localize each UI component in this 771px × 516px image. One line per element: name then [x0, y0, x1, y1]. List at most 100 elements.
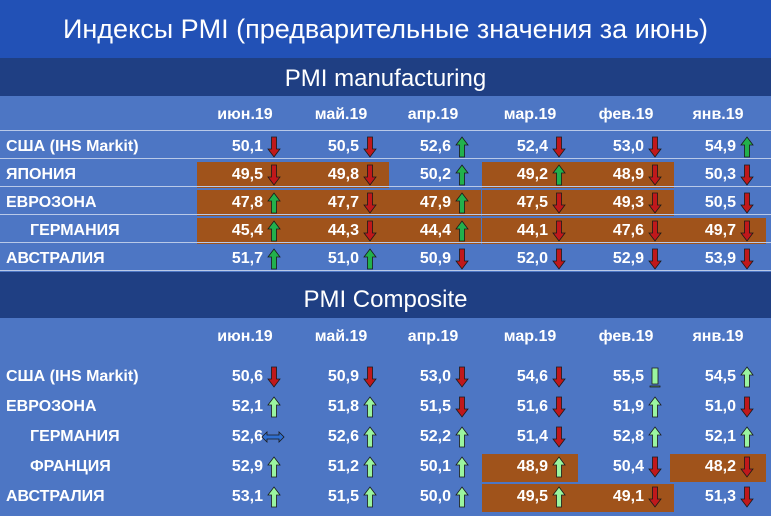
- column-header: мар.19: [503, 106, 557, 123]
- highlight-cell: [578, 162, 674, 188]
- column-header: июн.19: [217, 106, 273, 123]
- cell-value: 51,2: [327, 458, 359, 475]
- cell-value: 48,9: [516, 458, 548, 475]
- arrow-down-icon: [552, 192, 566, 219]
- arrow-down-icon: [363, 220, 377, 247]
- cell-value: 50,3: [704, 166, 736, 183]
- highlight-cell: [197, 190, 293, 216]
- row-separator: [0, 158, 771, 159]
- arrow-down-icon: [552, 396, 566, 423]
- highlight-cell: [385, 218, 481, 244]
- arrow-down-icon: [740, 248, 754, 275]
- cell-value: 48,9: [612, 166, 644, 183]
- arrow-up-icon: [648, 396, 662, 423]
- cell-value: 54,5: [704, 368, 736, 385]
- cell-value: 53,1: [231, 488, 263, 505]
- row-label: США (IHS Markit): [6, 368, 139, 385]
- arrow-down-icon: [648, 192, 662, 219]
- cell-value: 47,5: [516, 194, 548, 211]
- cell-value: 54,6: [516, 368, 548, 385]
- cell-value: 51,5: [419, 398, 451, 415]
- cell-value: 49,7: [704, 222, 736, 239]
- row-label: ЕВРОЗОНА: [6, 398, 97, 415]
- cell-value: 44,3: [327, 222, 359, 239]
- cell-value: 50,6: [231, 368, 263, 385]
- arrow-down-icon: [740, 396, 754, 423]
- cell-value: 52,9: [231, 458, 263, 475]
- cell-value: 54,9: [704, 138, 736, 155]
- highlight-cell: [578, 190, 674, 216]
- column-header: янв.19: [692, 106, 744, 123]
- row-label: АВСТРАЛИЯ: [6, 488, 105, 505]
- row-separator: [0, 214, 771, 215]
- row-separator: [0, 130, 771, 131]
- highlight-cell: [578, 484, 674, 512]
- cell-value: 51,0: [327, 250, 359, 267]
- row-label: ГЕРМАНИЯ: [30, 428, 120, 445]
- highlight-cell: [578, 218, 674, 244]
- arrow-down-icon: [648, 164, 662, 191]
- cell-value: 51,9: [612, 398, 644, 415]
- arrow-up-icon: [363, 486, 377, 513]
- cell-value: 45,4: [231, 222, 263, 239]
- arrow-down-icon: [740, 486, 754, 513]
- cell-value: 52,8: [612, 428, 644, 445]
- arrow-up-icon: [455, 192, 469, 219]
- arrow-down-icon: [740, 220, 754, 247]
- arrow-up-icon: [552, 164, 566, 191]
- arrow-down-icon: [740, 192, 754, 219]
- cell-value: 53,9: [704, 250, 736, 267]
- arrow-up-icon: [455, 220, 469, 247]
- cell-value: 48,2: [704, 458, 736, 475]
- row-separator: [0, 270, 771, 271]
- column-header: фев.19: [598, 328, 654, 345]
- cell-value: 52,6: [327, 428, 359, 445]
- column-header: фев.19: [598, 106, 654, 123]
- cell-value: 51,0: [704, 398, 736, 415]
- arrow-up-icon: [363, 426, 377, 453]
- arrow-down-icon: [455, 248, 469, 275]
- column-header: июн.19: [217, 328, 273, 345]
- cell-value: 51,7: [231, 250, 263, 267]
- arrow-up-icon: [267, 396, 281, 423]
- cell-value: 51,5: [327, 488, 359, 505]
- highlight-cell: [293, 218, 389, 244]
- arrow-down-icon: [455, 396, 469, 423]
- arrow-up-icon: [455, 486, 469, 513]
- cell-value: 47,6: [612, 222, 644, 239]
- arrow-down-icon: [552, 426, 566, 453]
- cell-value: 50,5: [327, 138, 359, 155]
- arrow-up-icon: [740, 136, 754, 163]
- cell-value: 51,6: [516, 398, 548, 415]
- row-label: АВСТРАЛИЯ: [6, 250, 105, 267]
- arrow-down-icon: [363, 136, 377, 163]
- arrow-down-icon: [740, 164, 754, 191]
- arrow-down-icon: [648, 220, 662, 247]
- arrow-down-icon: [363, 366, 377, 393]
- highlight-cell: [670, 454, 766, 482]
- arrow-up-icon: [267, 456, 281, 483]
- arrow-up-icon: [455, 456, 469, 483]
- highlight-cell: [385, 190, 481, 216]
- cell-value: 47,9: [419, 194, 451, 211]
- arrow-up-icon: [552, 486, 566, 513]
- highlight-cell: [197, 218, 293, 244]
- cell-value: 49,1: [612, 488, 644, 505]
- highlight-cell: [197, 162, 293, 188]
- arrow-up-icon: [363, 396, 377, 423]
- cell-value: 44,1: [516, 222, 548, 239]
- row-label: ГЕРМАНИЯ: [30, 222, 120, 239]
- arrow-up-icon: [648, 426, 662, 453]
- arrow-down-icon: [267, 366, 281, 393]
- arrow-down-icon: [740, 456, 754, 483]
- cell-value: 52,0: [516, 250, 548, 267]
- arrow-both-icon: [261, 426, 285, 453]
- arrow-down-icon: [648, 248, 662, 275]
- highlight-cell: [293, 190, 389, 216]
- arrow-up-icon: [455, 164, 469, 191]
- cell-value: 52,1: [704, 428, 736, 445]
- arrow-up-icon: [740, 426, 754, 453]
- cell-value: 49,2: [516, 166, 548, 183]
- cell-value: 50,9: [327, 368, 359, 385]
